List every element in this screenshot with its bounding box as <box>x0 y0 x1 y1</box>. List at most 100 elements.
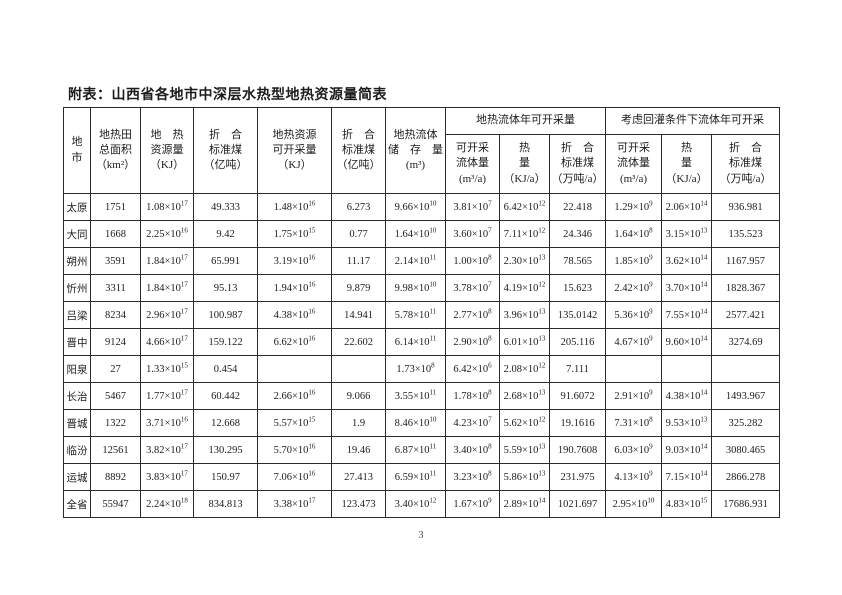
table-row: 晋城 1322 3.71×1016 12.668 5.57×1015 1.9 8.46×10… <box>63 409 781 437</box>
value-cell: 1.84×1017 <box>140 247 194 275</box>
city-cell: 忻州 <box>63 274 91 302</box>
value-cell: 4.38×1014 <box>661 382 713 410</box>
table-row: 全省 55947 2.24×1018 834.813 3.38×1017 123.473 3… <box>63 490 781 518</box>
value-cell: 5.59×1013 <box>499 436 550 464</box>
value-cell <box>257 355 332 383</box>
value-cell: 6.87×1011 <box>385 436 446 464</box>
value-cell: 5.70×1016 <box>257 436 332 464</box>
value-cell: 2.90×108 <box>445 328 500 356</box>
value-cell: 19.46 <box>331 436 386 464</box>
value-cell: 27.413 <box>331 463 386 491</box>
value-cell: 3.23×108 <box>445 463 500 491</box>
header-annual-fluid-volume: 可开采 流体量 (m³/a) <box>445 134 500 194</box>
table-header: 地 市 地热田 总面积 （km²） 地 热 资源量 （KJ） 折 合 标准煤 （… <box>63 107 781 194</box>
value-cell: 1.75×1015 <box>257 220 332 248</box>
value-cell: 95.13 <box>193 274 258 302</box>
value-cell: 65.991 <box>193 247 258 275</box>
table-row: 太原 1751 1.08×1017 49.333 1.48×1016 6.273 9.66×… <box>63 193 781 221</box>
value-cell: 1.78×108 <box>445 382 500 410</box>
city-cell: 运城 <box>63 463 91 491</box>
value-cell: 3.78×107 <box>445 274 500 302</box>
value-cell: 9.53×1013 <box>661 409 713 437</box>
value-cell: 1021.697 <box>548 490 607 518</box>
value-cell: 7.111 <box>548 355 607 383</box>
header-resource-amount: 地 热 资源量 （KJ） <box>140 107 194 194</box>
header-coal-equivalent-resource: 折 合 标准煤 （亿吨） <box>193 107 258 194</box>
value-cell: 3.81×107 <box>445 193 500 221</box>
value-cell: 2.08×1012 <box>499 355 550 383</box>
value-cell: 150.97 <box>193 463 258 491</box>
value-cell: 17686.931 <box>711 490 781 518</box>
city-cell: 吕梁 <box>63 301 91 329</box>
value-cell: 3.38×1017 <box>257 490 332 518</box>
value-cell: 9.066 <box>331 382 386 410</box>
value-cell: 3.40×108 <box>445 436 500 464</box>
value-cell: 2.42×109 <box>605 274 663 302</box>
value-cell: 19.1616 <box>548 409 607 437</box>
value-cell: 2.25×1016 <box>140 220 194 248</box>
value-cell: 7.06×1016 <box>257 463 332 491</box>
value-cell: 15.623 <box>548 274 607 302</box>
value-cell: 14.941 <box>331 301 386 329</box>
value-cell: 22.602 <box>331 328 386 356</box>
value-cell: 1.64×108 <box>605 220 663 248</box>
value-cell: 1668 <box>90 220 141 248</box>
value-cell: 7.11×1012 <box>499 220 550 248</box>
value-cell: 7.31×108 <box>605 409 663 437</box>
table-row: 阳泉 27 1.33×1015 0.454 1.73×108 6.42×106 2.08×1… <box>63 355 781 383</box>
value-cell: 4.67×109 <box>605 328 663 356</box>
table-row: 临汾 12561 3.82×1017 130.295 5.70×1016 19.46 6.8… <box>63 436 781 464</box>
value-cell: 205.116 <box>548 328 607 356</box>
value-cell: 9.879 <box>331 274 386 302</box>
value-cell: 3311 <box>90 274 141 302</box>
value-cell: 3.15×1013 <box>661 220 713 248</box>
value-cell: 5.57×1015 <box>257 409 332 437</box>
header-reinjection-heat: 热 量 （KJ/a） <box>661 134 713 194</box>
value-cell: 7.15×1014 <box>661 463 713 491</box>
value-cell <box>605 355 663 383</box>
value-cell: 1.77×1017 <box>140 382 194 410</box>
header-group-reinjection-recoverable: 考虑回灌条件下流体年可开采 <box>605 107 781 135</box>
value-cell: 1.94×1016 <box>257 274 332 302</box>
value-cell: 9.03×1014 <box>661 436 713 464</box>
value-cell: 1.33×1015 <box>140 355 194 383</box>
value-cell: 5.86×1013 <box>499 463 550 491</box>
value-cell: 8892 <box>90 463 141 491</box>
value-cell: 130.295 <box>193 436 258 464</box>
city-cell: 晋中 <box>63 328 91 356</box>
value-cell: 6.59×1011 <box>385 463 446 491</box>
page-number: 3 <box>418 530 424 541</box>
value-cell <box>711 355 781 383</box>
table-row: 朔州 3591 1.84×1017 65.991 3.19×1016 11.17 2.14×… <box>63 247 781 275</box>
value-cell: 24.346 <box>548 220 607 248</box>
value-cell: 2.06×1014 <box>661 193 713 221</box>
value-cell: 9.66×1010 <box>385 193 446 221</box>
value-cell: 2.91×109 <box>605 382 663 410</box>
header-reinjection-coal-equivalent: 折 合 标准煤 （万吨/a） <box>711 134 781 194</box>
value-cell: 325.282 <box>711 409 781 437</box>
value-cell: 190.7608 <box>548 436 607 464</box>
header-annual-heat: 热 量 （KJ/a） <box>499 134 550 194</box>
value-cell: 0.77 <box>331 220 386 248</box>
value-cell: 6.42×1012 <box>499 193 550 221</box>
value-cell: 7.55×1014 <box>661 301 713 329</box>
value-cell: 123.473 <box>331 490 386 518</box>
value-cell: 2.14×1011 <box>385 247 446 275</box>
value-cell: 1.48×1016 <box>257 193 332 221</box>
value-cell: 2.24×1018 <box>140 490 194 518</box>
header-group-annual-recoverable: 地热流体年可开采量 <box>444 107 607 135</box>
table-row: 晋中 9124 4.66×1017 159.122 6.62×1016 22.602 6.1… <box>63 328 781 356</box>
value-cell: 1828.367 <box>711 274 781 302</box>
table-row: 大同 1668 2.25×1016 9.42 1.75×1015 0.77 1.64×101… <box>63 220 781 248</box>
header-coal-equivalent-recoverable: 折 合 标准煤 （亿吨） <box>331 107 386 194</box>
value-cell: 1.67×109 <box>445 490 500 518</box>
value-cell: 78.565 <box>548 247 607 275</box>
value-cell: 4.38×1016 <box>257 301 332 329</box>
value-cell: 2.66×1016 <box>257 382 332 410</box>
value-cell: 3.60×107 <box>445 220 500 248</box>
value-cell: 22.418 <box>548 193 607 221</box>
value-cell: 1.00×108 <box>445 247 500 275</box>
value-cell: 936.981 <box>711 193 781 221</box>
value-cell: 60.442 <box>193 382 258 410</box>
